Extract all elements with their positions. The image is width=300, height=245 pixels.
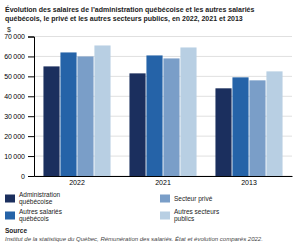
bar [60,52,76,176]
tick-mark [28,37,34,38]
bar [43,66,59,176]
legend-label: Autres secteurspublics [174,208,220,223]
legend-swatch [160,212,170,220]
tick: 2022 [69,179,85,186]
tick-label: 20 000 [4,133,25,140]
tick-label: 10 000 [4,153,25,160]
tick-label: 60 000 [4,53,25,60]
legend-item: Secteur privé [160,195,213,203]
tick: 0 [21,173,34,180]
tick: 30 000 [4,113,34,120]
bar [129,73,145,176]
tick-label: 70 000 [4,33,25,40]
legend-item: Autres secteurspublics [160,208,220,223]
legend-swatch [5,195,15,203]
legend-item: Administrationquébécoise [5,191,61,206]
grid [34,37,292,177]
axis-line [35,176,293,177]
source-text: Institut de la statistique du Québec, Ré… [5,236,263,242]
tick: 2013 [241,179,257,186]
bar [215,88,231,176]
bar [146,55,162,176]
grid-line [34,36,292,37]
bar [232,77,248,176]
source-label: Source [5,227,27,234]
tick-mark [28,56,34,57]
tick-label: 30 000 [4,113,25,120]
tick-mark [28,76,34,77]
bar [94,45,110,176]
legend-label: Secteur privé [174,195,213,203]
x-axis: 2022 2021 2013 [35,177,293,186]
tick-label: 2022 [69,179,85,186]
chart: Évolution des salaires de l’administrati… [0,0,300,245]
tick-mark [28,156,34,157]
tick-label: 2013 [241,179,257,186]
bar [266,71,282,176]
tick-mark [28,116,34,117]
bar [249,80,265,176]
bar [77,56,93,176]
tick-label: 2021 [155,179,171,186]
tick: 60 000 [4,53,34,60]
tick-label: 0 [21,173,25,180]
tick-mark [28,176,34,177]
tick: 2021 [155,179,171,186]
bar [163,58,179,176]
legend: Administrationquébécoise Autres salariésq… [5,191,220,223]
legend-label: Autres salariésquébécois [19,208,63,223]
legend-label: Administrationquébécoise [19,191,61,206]
legend-item: Autres salariésquébécois [5,208,63,223]
legend-swatch [5,212,15,220]
tick: 10 000 [4,153,34,160]
tick: 40 000 [4,93,34,100]
bars [43,45,282,176]
y-axis: 0 10 000 20 000 30 000 40 000 50 000 60 000 70 … [4,33,34,180]
legend-swatch [160,195,170,203]
tick-mark [28,96,34,97]
tick: 70 000 [4,33,34,40]
axis-line [28,37,35,177]
tick: 20 000 [4,133,34,140]
tick: 50 000 [4,73,34,80]
y-axis-title: $ [7,26,11,33]
bar [180,47,196,176]
tick-label: 40 000 [4,93,25,100]
tick-mark [28,136,34,137]
tick-label: 50 000 [4,73,25,80]
title: Évolution des salaires de l’administrati… [5,5,254,23]
